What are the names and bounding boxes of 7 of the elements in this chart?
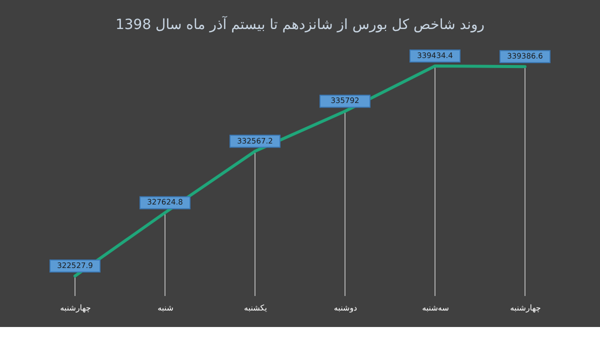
x-tick-label: چهارشنبه: [510, 304, 541, 312]
chart-title: روند شاخص کل بورس از شانزدهم تا بیستم آذر ماه سال 1398: [115, 15, 485, 33]
x-tick-label: دوشنبه: [334, 304, 358, 312]
x-tick-label: یکشنبه: [244, 304, 267, 312]
x-tick-label: چهارشنبه: [60, 304, 91, 312]
x-tick-label: سه‌شنبه: [422, 304, 450, 312]
x-tick-label: شنبه: [158, 304, 174, 312]
